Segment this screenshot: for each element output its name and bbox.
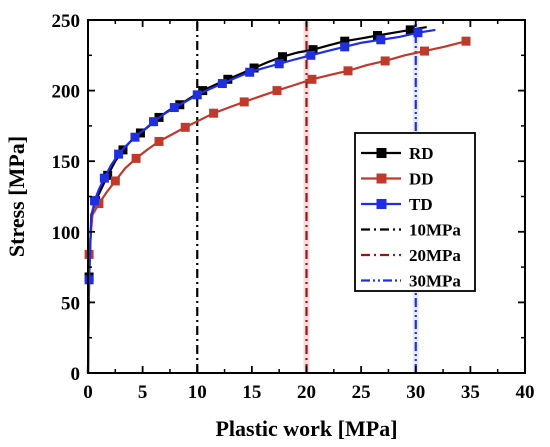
y-axis-title: Stress [MPa]	[4, 136, 29, 257]
x-tick-label: 5	[138, 382, 148, 403]
data-point-rd	[405, 25, 415, 35]
legend-item-td: TD	[361, 195, 433, 214]
data-point-dd	[110, 176, 120, 186]
data-point-td	[376, 35, 386, 45]
data-point-dd	[307, 74, 317, 84]
x-tick-label: 25	[352, 382, 371, 403]
legend-item-dd: DD	[361, 170, 434, 189]
legend-item-10mpa: 10MPa	[361, 221, 461, 240]
legend-swatch-marker	[376, 173, 387, 184]
data-point-td	[84, 275, 94, 285]
data-point-td	[90, 196, 100, 206]
data-point-td	[245, 67, 255, 77]
x-tick-label: 20	[297, 382, 316, 403]
legend-item-30mpa: 30MPa	[361, 272, 461, 291]
data-point-td	[217, 79, 227, 89]
data-point-rd	[198, 86, 208, 96]
data-point-td	[130, 132, 140, 142]
data-point-dd	[180, 122, 190, 132]
data-point-td	[413, 28, 423, 38]
legend-item-rd: RD	[361, 144, 434, 163]
data-point-dd	[461, 36, 471, 46]
y-tick-label: 150	[52, 152, 81, 173]
legend-swatch-marker	[376, 199, 387, 209]
y-tick-label: 0	[71, 364, 81, 385]
y-tick-label: 100	[52, 223, 81, 244]
data-point-td	[114, 149, 124, 159]
data-point-dd	[154, 136, 164, 146]
y-tick-label: 250	[52, 11, 81, 32]
data-point-td	[274, 59, 284, 69]
x-tick-label: 40	[516, 382, 535, 403]
legend-label: 30MPa	[409, 272, 461, 291]
data-point-rd	[308, 45, 318, 55]
x-tick-label: 15	[242, 382, 261, 403]
data-point-td	[306, 50, 316, 60]
legend-label: 20MPa	[409, 246, 461, 265]
legend-swatch-marker	[376, 148, 387, 158]
legend-item-20mpa: 20MPa	[361, 246, 461, 265]
data-point-dd	[131, 153, 141, 163]
data-point-td	[149, 117, 159, 127]
x-tick-label: 10	[188, 382, 207, 403]
legend-box	[354, 132, 476, 292]
data-point-td	[169, 103, 179, 113]
data-point-td	[192, 90, 202, 100]
data-point-dd	[209, 108, 219, 118]
data-point-dd	[239, 97, 249, 107]
data-point-dd	[380, 56, 390, 66]
x-tick-label: 30	[406, 382, 425, 403]
data-point-td	[99, 173, 109, 183]
data-point-dd	[272, 86, 282, 96]
data-point-dd	[343, 66, 353, 76]
data-point-rd	[340, 36, 350, 46]
series-line-dd	[86, 40, 467, 374]
x-tick-label: 0	[83, 382, 93, 403]
legend-label: TD	[409, 195, 433, 214]
y-tick-label: 200	[52, 82, 81, 103]
legend-label: DD	[409, 170, 434, 189]
data-point-rd	[277, 52, 287, 62]
x-tick-label: 35	[461, 382, 480, 403]
data-point-dd	[419, 46, 429, 56]
data-point-rd	[223, 74, 233, 84]
y-tick-label: 50	[61, 293, 80, 314]
legend-label: RD	[409, 144, 434, 163]
data-point-td	[340, 42, 350, 52]
legend-label: 10MPa	[409, 221, 461, 240]
x-axis-title: Plastic work [MPa]	[215, 416, 397, 441]
